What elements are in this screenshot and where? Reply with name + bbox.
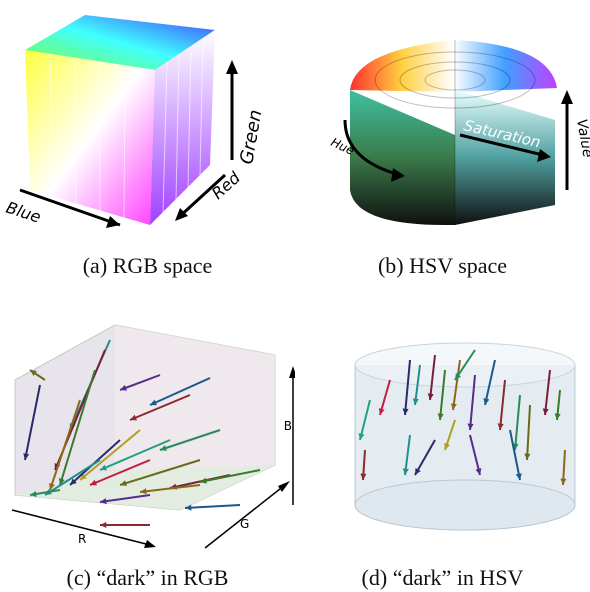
- arrow-head: [100, 521, 107, 529]
- dark-rgb-figure: R G B: [11, 324, 295, 549]
- r-axis-label: R: [78, 532, 86, 546]
- arrow-head: [49, 483, 55, 490]
- arrow-head: [30, 490, 37, 497]
- arrow-shaft: [414, 364, 421, 406]
- caption-dark-hsv: (d) “dark” in HSV: [361, 565, 524, 590]
- arrow-shaft: [99, 439, 171, 471]
- arrow-head: [467, 423, 474, 430]
- arrow-shaft: [59, 369, 96, 486]
- arrow-shaft: [359, 399, 371, 441]
- r-axis: R: [11, 509, 156, 548]
- arrow-head: [427, 393, 434, 400]
- blue-axis-label: Blue: [4, 198, 44, 227]
- g-axis: G: [204, 481, 290, 549]
- arrow-head: [455, 373, 462, 380]
- arrow-head: [378, 408, 385, 415]
- arrow-head: [185, 504, 192, 511]
- b-axis-label: B: [284, 419, 292, 433]
- arrow-head: [512, 443, 519, 450]
- arrow-shaft: [24, 384, 41, 461]
- dark-hsv-figure: [354, 342, 576, 531]
- arrow-shaft: [429, 354, 436, 401]
- arrow-head: [437, 413, 444, 420]
- arrow-head: [130, 414, 137, 421]
- g-axis-label: G: [240, 517, 249, 531]
- arrow-head: [360, 473, 367, 480]
- arrow-shaft: [79, 429, 141, 481]
- arrow-shaft: [452, 359, 461, 411]
- arrow-head: [560, 478, 567, 485]
- arrow-head: [415, 468, 421, 475]
- red-axis-label: Red: [208, 167, 244, 203]
- arrow-shaft: [526, 404, 531, 461]
- arrow-head: [140, 488, 147, 495]
- green-axis: Green: [226, 60, 266, 166]
- arrow-head: [58, 478, 65, 485]
- arrow-shaft: [119, 459, 201, 486]
- arrow-head: [120, 384, 127, 391]
- arrow-head: [554, 413, 561, 420]
- arrow-head: [120, 480, 127, 487]
- arrow-shaft: [44, 459, 101, 496]
- arrow-shaft: [484, 359, 496, 406]
- arrow-head: [80, 473, 87, 480]
- arrow-head: [90, 479, 97, 486]
- arrow-head: [444, 443, 450, 450]
- arrow-shaft: [89, 459, 151, 486]
- hsv-arrow-field: [358, 349, 567, 486]
- rgb-cube: [25, 15, 215, 225]
- green-axis-label: Green: [236, 108, 266, 166]
- arrow-shaft: [99, 494, 151, 503]
- arrow-shaft: [184, 504, 241, 509]
- arrow-head: [100, 464, 107, 471]
- arrow-shaft: [129, 394, 191, 421]
- arrow-head: [23, 453, 30, 460]
- arrow-head: [30, 370, 37, 377]
- value-axis-label: Value: [573, 118, 590, 159]
- b-axis: B: [284, 366, 295, 505]
- arrow-head: [497, 423, 504, 430]
- arrow-head: [70, 478, 77, 485]
- arrow-shaft: [404, 434, 411, 476]
- caption-dark-rgb: (c) “dark” in RGB: [66, 565, 229, 590]
- arrow-shaft: [139, 484, 201, 493]
- arrow-head: [542, 408, 549, 415]
- arrow-head: [100, 498, 107, 505]
- arrow-head: [475, 468, 482, 475]
- arrow-shaft: [404, 359, 411, 416]
- value-axis: Value: [561, 90, 590, 190]
- arrow-shaft: [414, 439, 436, 476]
- arrow-shaft: [439, 369, 446, 421]
- hsv-cylinder-figure: Hue Saturation Value: [329, 40, 590, 225]
- arrow-head: [150, 399, 157, 406]
- arrow-head: [515, 473, 522, 480]
- arrow-head: [402, 408, 409, 415]
- caption-hsv-space: (b) HSV space: [377, 253, 508, 278]
- arrow-head: [483, 398, 490, 405]
- arrow-shaft: [469, 434, 481, 476]
- arrow-shaft: [149, 377, 211, 406]
- rgb-box: [14, 324, 276, 511]
- arrow-shaft: [159, 429, 221, 451]
- arrow-head: [412, 398, 419, 405]
- arrow-head: [450, 403, 457, 410]
- arrow-head: [160, 445, 167, 451]
- arrow-head: [402, 468, 409, 475]
- arrow-head: [524, 453, 531, 460]
- arrow-shaft: [499, 379, 506, 431]
- arrow-head: [358, 433, 365, 440]
- arrow-shaft: [199, 469, 261, 483]
- arrow-shaft: [544, 369, 551, 416]
- hsv-cylinder-outline: [354, 342, 576, 531]
- caption-rgb-space: (a) RGB space: [82, 253, 213, 278]
- hsv-cylinder: [350, 40, 557, 225]
- arrow-shaft: [49, 399, 81, 491]
- arrow-head: [200, 477, 207, 484]
- arrow-shaft: [119, 374, 161, 391]
- rgb-arrow-field: [23, 339, 261, 529]
- arrow-shaft: [509, 429, 521, 481]
- arrow-shaft: [514, 394, 521, 451]
- arrow-shaft: [469, 374, 476, 431]
- rgb-cube-figure: Blue Red Green: [4, 15, 266, 228]
